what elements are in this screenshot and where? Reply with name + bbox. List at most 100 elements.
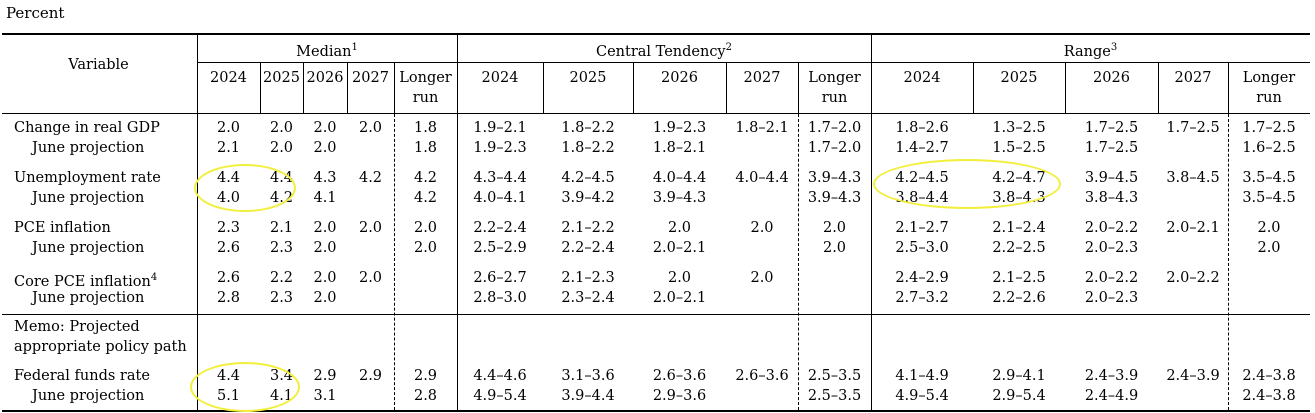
column-divider	[726, 62, 727, 114]
table-cell: 2.0	[358, 220, 383, 236]
column-divider	[871, 33, 872, 411]
row-label: Federal funds rate	[14, 366, 150, 386]
row-label-text: June projection	[32, 240, 145, 256]
table-cell: 1.8–2.6	[895, 120, 949, 136]
table-cell: 4.0–4.4	[735, 170, 789, 186]
year-header: 2024	[481, 70, 519, 86]
table-cell: 4.0	[216, 190, 241, 206]
table-cell: 2.0	[413, 240, 438, 256]
row-label: Core PCE inflation4	[14, 268, 157, 292]
row-label-text: June projection	[32, 190, 145, 206]
table-cell: 4.4–4.6	[473, 368, 527, 384]
table-cell: 3.5–4.5	[1242, 190, 1296, 206]
table-cell: 1.3–2.5	[992, 120, 1046, 136]
table-cell: 2.0	[269, 120, 294, 136]
table-cell: 4.0–4.4	[652, 170, 707, 186]
table-cell: 2.1–2.7	[895, 220, 949, 236]
group-header: Range3	[871, 38, 1310, 62]
year-header: 2026	[661, 70, 698, 86]
group-name: Range	[1063, 43, 1111, 60]
table-cell: 2.6	[216, 270, 241, 286]
table-cell: 2.0	[313, 290, 337, 306]
column-divider	[543, 62, 544, 114]
table-cell: 3.9–4.2	[561, 190, 615, 206]
table-cell: 2.3	[216, 220, 241, 236]
table-cell: 2.2–2.6	[992, 290, 1046, 306]
table-cell: 1.7–2.0	[807, 120, 862, 136]
row-label-text: June projection	[32, 388, 145, 404]
table-cell: 1.8–2.2	[561, 140, 615, 156]
table-cell: 1.4–2.7	[895, 140, 949, 156]
table-cell: 2.0–2.1	[652, 240, 707, 256]
longer-run-divider	[798, 114, 799, 410]
year-header: 2027	[743, 70, 781, 86]
table-cell: 2.3	[269, 290, 294, 306]
table-cell: 1.7–2.5	[1166, 120, 1220, 136]
year-header: 2025	[569, 70, 607, 86]
row-label: PCE inflation	[14, 218, 111, 238]
table-cell: 4.3	[313, 170, 337, 186]
table-cell: 2.0–2.3	[1084, 290, 1139, 306]
table-cell: 2.0–2.2	[1166, 270, 1220, 286]
column-divider	[197, 33, 198, 411]
table-cell: 1.7–2.5	[1084, 140, 1139, 156]
table-cell: 4.2–4.5	[561, 170, 615, 186]
table-cell: 2.2–2.5	[992, 240, 1046, 256]
row-label: June projection	[32, 386, 144, 406]
table-cell: 1.6–2.5	[1242, 140, 1296, 156]
table-cell: 2.1–2.2	[561, 220, 615, 236]
table-cell: 4.2	[269, 190, 294, 206]
table-cell: 3.8–4.3	[1084, 190, 1139, 206]
table-cell: 2.6–2.7	[473, 270, 527, 286]
group-header: Median1	[197, 38, 457, 62]
longer-run-header: Longer	[399, 70, 452, 86]
table-cell: 3.5–4.5	[1242, 170, 1296, 186]
table-cell: 2.9–4.1	[992, 368, 1046, 384]
column-divider	[1228, 62, 1229, 114]
table-cell: 5.1	[216, 388, 241, 404]
longer-run-divider	[394, 114, 395, 410]
table-cell: 2.4–3.9	[1084, 368, 1139, 384]
table-cell: 4.9–5.4	[473, 388, 527, 404]
longer-run-header: Longer	[808, 70, 861, 86]
table-cell: 1.8	[413, 140, 438, 156]
table-cell: 3.4	[269, 368, 294, 384]
table-cell: 2.0–2.3	[1084, 240, 1139, 256]
table-cell: 2.4–3.8	[1242, 388, 1296, 404]
table-cell: 1.9–2.3	[652, 120, 707, 136]
column-divider	[633, 62, 634, 114]
table-cell: 2.4–3.9	[1166, 368, 1220, 384]
table-cell: 3.9–4.3	[652, 190, 707, 206]
table-cell: 2.0	[313, 220, 337, 236]
table-rule	[2, 410, 1310, 412]
table-cell: 1.5–2.5	[992, 140, 1046, 156]
year-header: 2024	[903, 70, 941, 86]
year-header: 2026	[306, 70, 344, 86]
table-cell: 2.0	[313, 240, 337, 256]
table-cell: 2.6–3.6	[735, 368, 789, 384]
table-cell: 2.0	[313, 140, 337, 156]
row-label-text: June projection	[32, 290, 145, 306]
table-cell: 2.0	[750, 220, 774, 236]
row-label-text: Change in real GDP	[14, 120, 160, 136]
row-label-text: Core PCE inflation	[14, 273, 151, 290]
table-cell: 2.8	[413, 388, 438, 404]
table-cell: 2.6–3.6	[652, 368, 707, 384]
row-label-text: Federal funds rate	[14, 368, 150, 384]
table-cell: 2.0	[413, 220, 438, 236]
longer-run-header: Longer	[1242, 70, 1296, 86]
table-cell: 2.7–3.2	[895, 290, 949, 306]
table-cell: 2.0	[667, 220, 692, 236]
column-divider	[303, 62, 304, 114]
table-cell: 2.3	[269, 240, 294, 256]
table-cell: 2.0–2.1	[652, 290, 707, 306]
column-divider	[1158, 62, 1159, 114]
table-cell: 4.2	[413, 190, 438, 206]
table-cell: 4.2–4.7	[992, 170, 1046, 186]
table-cell: 2.0	[269, 140, 294, 156]
table-cell: 2.9–3.6	[652, 388, 707, 404]
table-cell: 2.0	[822, 240, 847, 256]
table-cell: 4.1	[269, 388, 294, 404]
table-cell: 2.5–3.5	[807, 368, 862, 384]
footnote-marker: 4	[150, 272, 158, 283]
